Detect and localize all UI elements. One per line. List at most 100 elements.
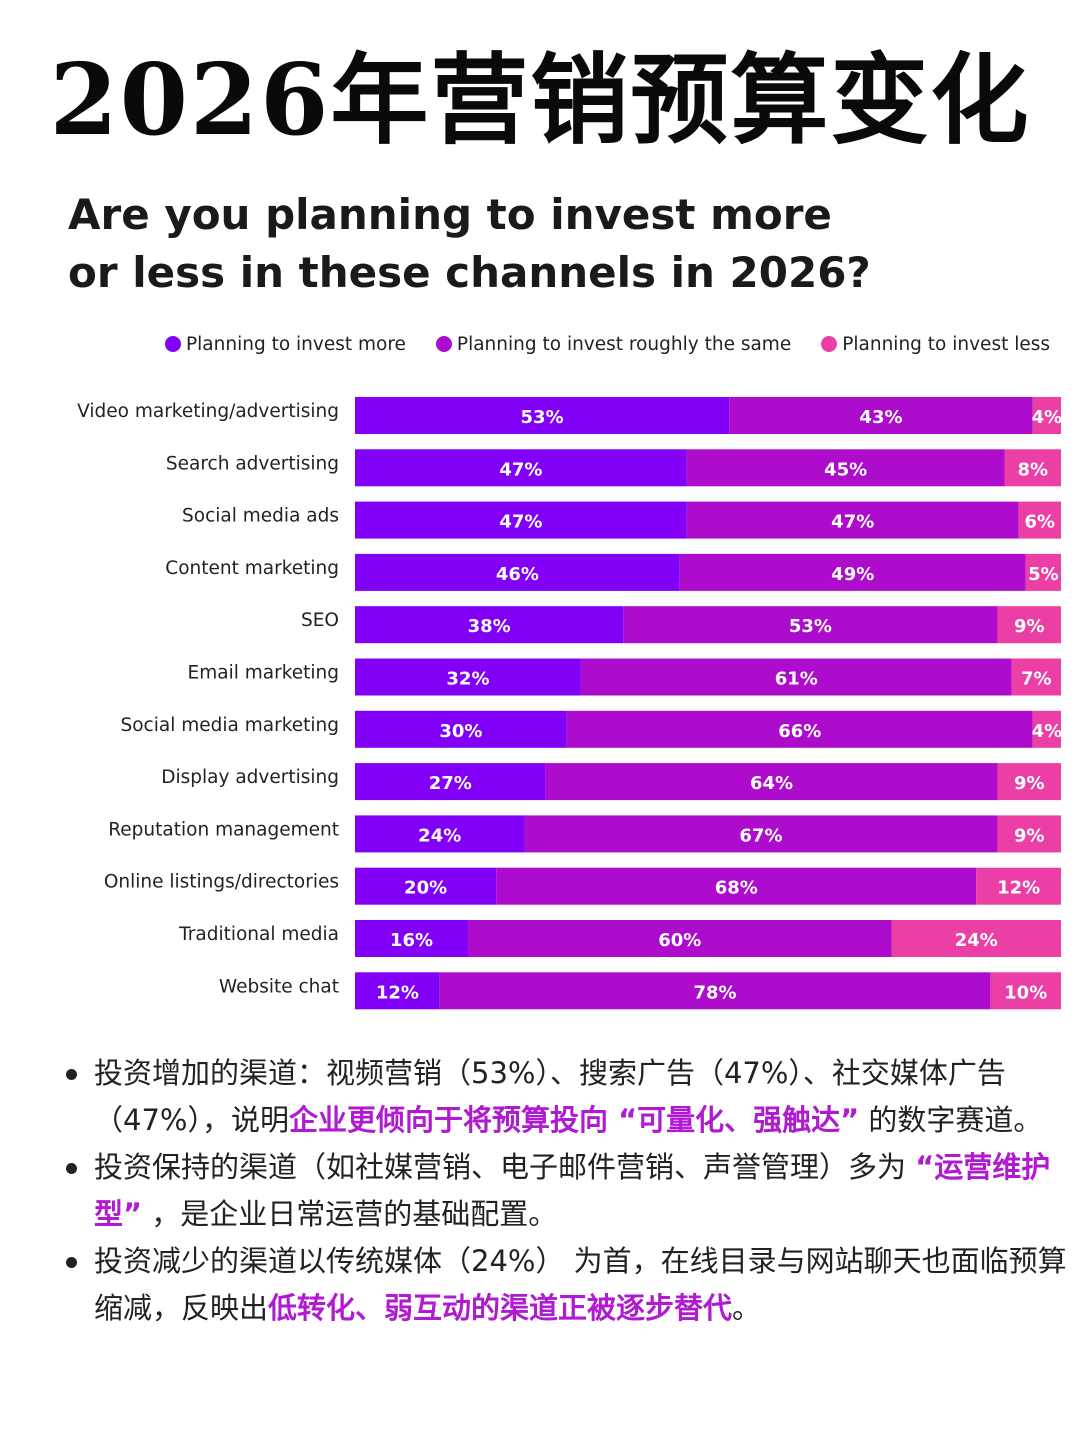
- bar-value-label: 53%: [521, 407, 564, 428]
- bar-segment: [1011, 658, 1061, 696]
- chart-legend: Planning to invest more Planning to inve…: [165, 330, 1070, 358]
- legend-item-more: Planning to invest more: [165, 334, 406, 355]
- bar-segment: [1018, 501, 1061, 539]
- highlight-text: “运营维护型”: [94, 1150, 1051, 1231]
- bar-segment: [997, 763, 1061, 801]
- bar-value-label: 8%: [1017, 459, 1048, 480]
- category-label: Traditional media: [178, 924, 339, 945]
- bar-segment: [580, 658, 1012, 696]
- bar-segment: [990, 972, 1061, 1010]
- bar-segment: [1032, 710, 1061, 748]
- bar-value-label: 45%: [824, 459, 867, 480]
- bar-segment: [355, 920, 468, 957]
- page-title: 2026年营销预算变化: [49, 43, 1031, 158]
- bar-value-label: 4%: [1032, 407, 1063, 428]
- category-label: Display advertising: [161, 767, 339, 788]
- bar-value-label: 7%: [1021, 669, 1052, 690]
- bar-segment: [566, 710, 1033, 748]
- bar-segment: [439, 972, 991, 1010]
- bar-segment: [524, 815, 998, 853]
- category-label: Email marketing: [188, 663, 339, 684]
- bar-segment: [355, 501, 687, 539]
- bar-segment: [729, 397, 1033, 434]
- legend-label-more: Planning to invest more: [186, 333, 406, 355]
- bullet-text: ，是企业日常运营的基础配置。: [142, 1197, 558, 1231]
- bar-segment: [355, 658, 581, 696]
- bar-value-label: 12%: [376, 982, 419, 1003]
- bar-segment: [686, 501, 1019, 539]
- category-label: SEO: [301, 610, 339, 631]
- bar-value-label: 9%: [1014, 825, 1045, 846]
- bar-value-label: 9%: [1014, 773, 1045, 794]
- bar-segment: [623, 606, 998, 644]
- bar-segment: [355, 972, 440, 1010]
- bar-value-label: 47%: [831, 512, 874, 533]
- bar-segment: [355, 815, 525, 853]
- bar-value-label: 43%: [859, 407, 902, 428]
- bar-value-label: 12%: [997, 878, 1040, 899]
- bar-value-label: 20%: [404, 878, 447, 899]
- bar-value-label: 5%: [1028, 564, 1059, 585]
- legend-label-less: Planning to invest less: [842, 333, 1051, 355]
- chart-title: Are you planning to invest more or less …: [68, 186, 968, 302]
- legend-label-same: Planning to invest roughly the same: [456, 333, 792, 355]
- bar-value-label: 64%: [750, 773, 793, 794]
- bar-value-label: 49%: [831, 564, 874, 585]
- bar-value-label: 24%: [418, 825, 461, 846]
- summary-bullet: 投资增加的渠道：视频营销（53%）、搜索广告（47%）、社交媒体广告（47%），…: [60, 1050, 1080, 1144]
- category-label: Social media ads: [182, 506, 339, 527]
- bar-value-label: 16%: [390, 930, 433, 951]
- bar-value-label: 30%: [439, 721, 482, 742]
- bullet-text: 投资增加的渠道：视频营销（53%）、搜索广告（47%）、社交媒体广告（47%），…: [94, 1056, 1006, 1137]
- bar-value-label: 24%: [955, 930, 998, 951]
- bullet-text: 投资保持的渠道（如社媒营销、电子邮件营销、声誉管理）多为: [94, 1150, 916, 1184]
- bar-value-label: 68%: [715, 878, 758, 899]
- category-label: Online listings/directories: [104, 872, 339, 893]
- bar-segment: [355, 867, 497, 905]
- bar-segment: [1004, 449, 1061, 487]
- bar-value-label: 38%: [468, 616, 511, 637]
- bar-value-label: 47%: [499, 512, 542, 533]
- bar-segment: [467, 920, 892, 957]
- bar-segment: [496, 867, 977, 905]
- bar-value-label: 47%: [499, 459, 542, 480]
- bar-segment: [679, 553, 1026, 591]
- legend-swatch-same: [435, 336, 452, 352]
- summary-bullets: 投资增加的渠道：视频营销（53%）、搜索广告（47%）、社交媒体广告（47%），…: [60, 1050, 1080, 1332]
- bullet-text: 。: [732, 1291, 762, 1325]
- bar-value-label: 27%: [429, 773, 472, 794]
- bar-segment: [997, 815, 1061, 853]
- bullet-text: 的数字赛道。: [859, 1103, 1043, 1137]
- category-label: Website chat: [219, 976, 339, 997]
- bar-value-label: 9%: [1014, 616, 1045, 637]
- bar-value-label: 60%: [658, 930, 701, 951]
- highlight-text: 企业更倾向于将预算投向 “可量化、强触达”: [288, 1103, 860, 1137]
- legend-swatch-less: [821, 336, 838, 352]
- bar-segment: [891, 920, 1061, 957]
- bar-segment: [976, 867, 1061, 905]
- legend-item-less: Planning to invest less: [821, 334, 1050, 355]
- summary-bullet: 投资减少的渠道以传统媒体（24%） 为首，在线目录与网站聊天也面临预算缩减，反映…: [60, 1238, 1080, 1332]
- summary-bullet: 投资保持的渠道（如社媒营销、电子邮件营销、声誉管理）多为 “运营维护型” ，是企…: [60, 1144, 1080, 1238]
- category-label: Social media marketing: [121, 715, 340, 736]
- category-label: Search advertising: [166, 453, 339, 474]
- bar-segment: [997, 606, 1061, 644]
- bar-value-label: 67%: [739, 825, 782, 846]
- bar-value-label: 4%: [1032, 721, 1063, 742]
- highlight-text: 低转化、弱互动的渠道正被逐步替代: [268, 1291, 733, 1325]
- bar-value-label: 78%: [694, 982, 737, 1003]
- bar-value-label: 61%: [775, 669, 818, 690]
- bar-segment: [355, 763, 546, 801]
- bar-segment: [1025, 553, 1061, 591]
- chart-title-line-1: Are you planning to invest more: [68, 190, 832, 239]
- category-label: Content marketing: [165, 558, 339, 579]
- bar-segment: [355, 397, 730, 434]
- category-label: Video marketing/advertising: [77, 401, 339, 422]
- bar-value-label: 32%: [446, 669, 489, 690]
- bar-value-label: 53%: [789, 616, 832, 637]
- legend-item-same: Planning to invest roughly the same: [435, 333, 792, 355]
- bar-value-label: 66%: [778, 721, 821, 742]
- bar-segment: [1032, 397, 1061, 434]
- bar-value-label: 6%: [1025, 512, 1056, 533]
- bar-value-label: 46%: [496, 564, 539, 585]
